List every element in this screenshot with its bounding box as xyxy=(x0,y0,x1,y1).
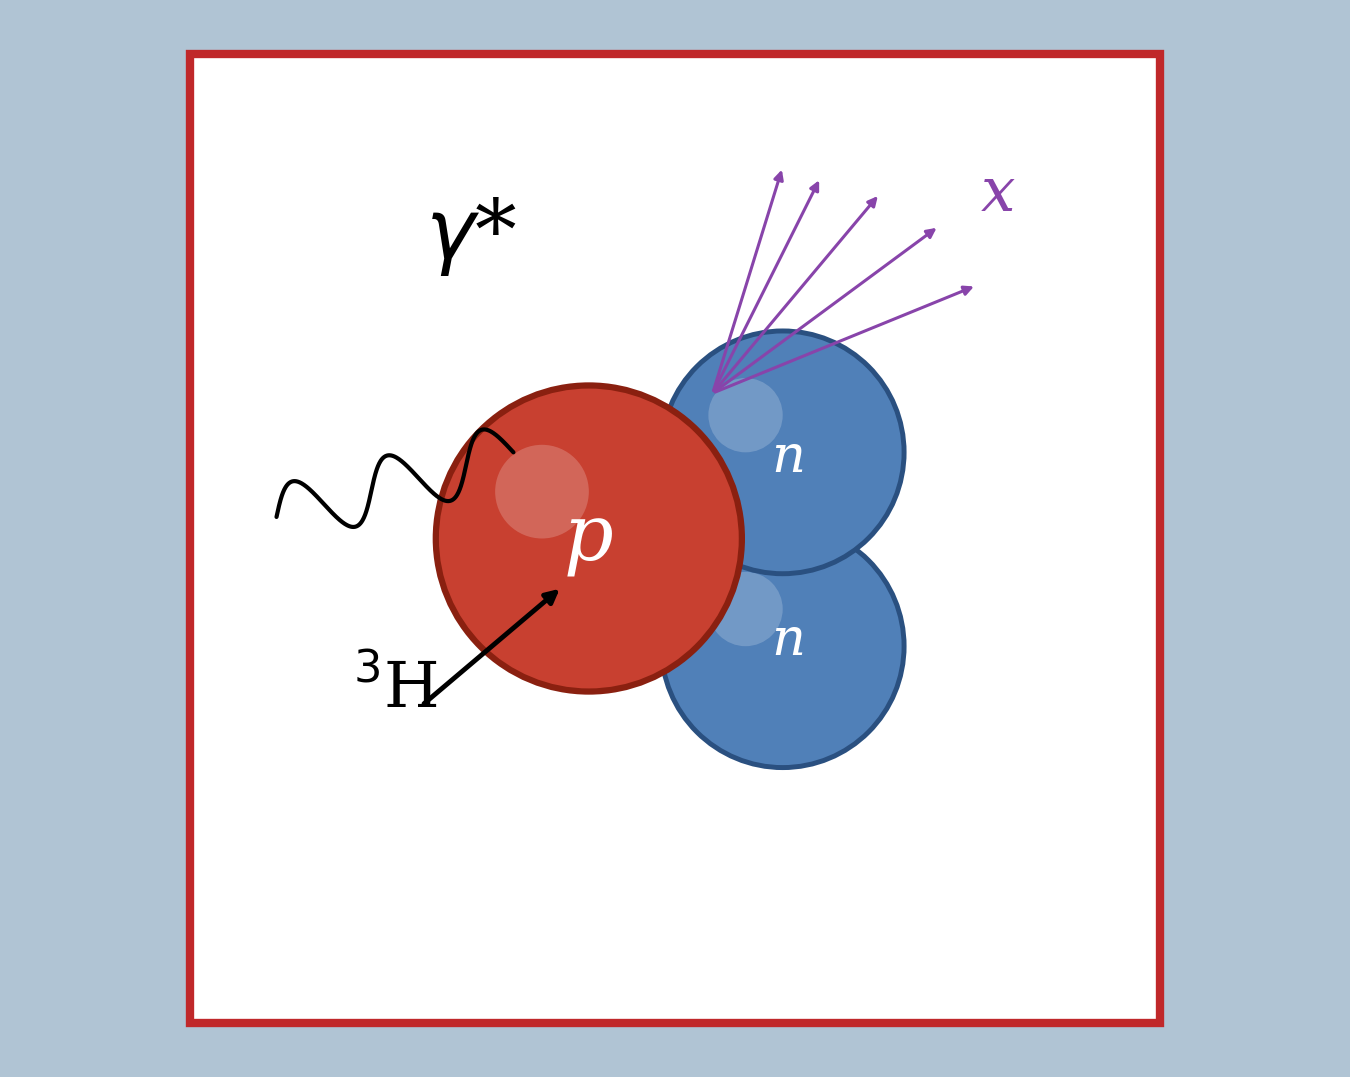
Text: $\gamma$*: $\gamma$* xyxy=(424,195,516,279)
Circle shape xyxy=(659,522,907,770)
Text: $^3$H: $^3$H xyxy=(352,658,437,721)
Circle shape xyxy=(709,378,783,452)
Text: p: p xyxy=(564,501,614,576)
FancyBboxPatch shape xyxy=(190,54,1160,1023)
Circle shape xyxy=(709,572,783,646)
Circle shape xyxy=(439,389,738,688)
Text: n: n xyxy=(771,432,805,484)
Circle shape xyxy=(664,334,902,571)
Text: n: n xyxy=(771,615,805,667)
Circle shape xyxy=(495,445,589,538)
Circle shape xyxy=(432,382,745,695)
Circle shape xyxy=(659,328,907,576)
Text: x: x xyxy=(981,164,1015,224)
Circle shape xyxy=(664,528,902,765)
